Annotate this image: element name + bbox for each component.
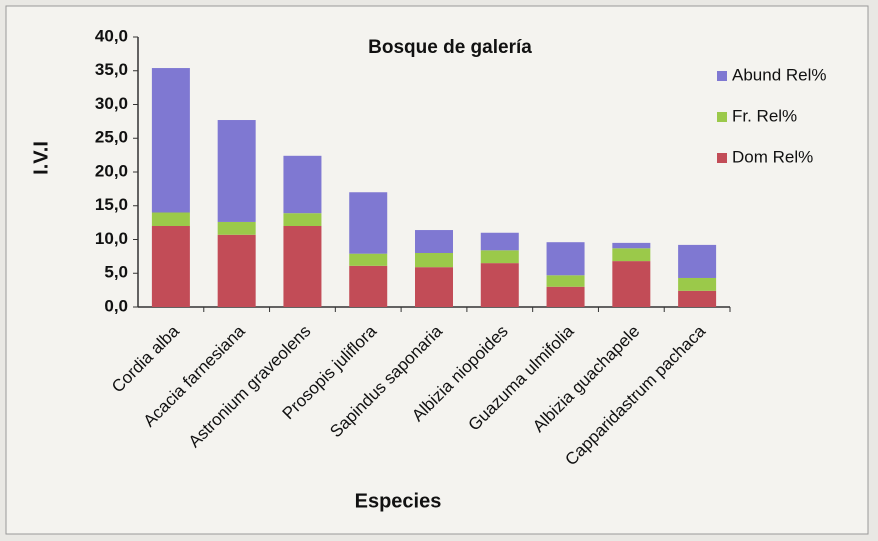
bar-segment [415, 267, 453, 307]
bar-segment [152, 213, 190, 227]
bar-segment [152, 68, 190, 212]
bar-segment [547, 287, 585, 307]
y-tick-label: 20,0 [95, 161, 128, 180]
y-tick-label: 0,0 [104, 296, 128, 315]
legend-label: Abund Rel% [732, 65, 827, 84]
chart: Bosque de galería Especies I.V.I 0,0 5,0 1… [0, 0, 878, 541]
y-tick-label: 40,0 [95, 26, 128, 45]
y-tick-label: 25,0 [95, 128, 128, 147]
bar-segment [349, 266, 387, 307]
bar-segment [349, 254, 387, 266]
legend-swatch [717, 153, 727, 163]
bar-segment [349, 192, 387, 253]
bar-segment [481, 263, 519, 307]
y-tick-label: 10,0 [95, 229, 128, 248]
chart-title: Bosque de galería [368, 37, 532, 58]
y-tick-label: 35,0 [95, 60, 128, 79]
bar-segment [612, 261, 650, 307]
bar-segment [152, 226, 190, 307]
bar-segment [481, 250, 519, 263]
bar-segment [678, 245, 716, 278]
bar-segment [547, 242, 585, 275]
bar-segment [218, 235, 256, 307]
legend-swatch [717, 71, 727, 81]
bar-segment [415, 230, 453, 253]
y-tick-label: 5,0 [104, 263, 128, 282]
legend-swatch [717, 112, 727, 122]
bar-segment [612, 248, 650, 261]
bar-segment [283, 226, 321, 307]
bar-segment [283, 213, 321, 226]
bar-segment [678, 278, 716, 291]
bar-segment [415, 253, 453, 267]
legend-label: Dom Rel% [732, 147, 813, 166]
y-tick-label: 15,0 [95, 195, 128, 214]
bar-segment [218, 120, 256, 222]
legend-label: Fr. Rel% [732, 106, 797, 125]
bar-segment [218, 222, 256, 235]
bar-segment [481, 233, 519, 251]
y-tick-label: 30,0 [95, 94, 128, 113]
y-axis-title: I.V.I [30, 141, 52, 175]
bar-segment [678, 291, 716, 307]
x-axis-title: Especies [355, 490, 442, 512]
bar-segment [283, 156, 321, 213]
bar-segment [612, 243, 650, 248]
bar-segment [547, 275, 585, 286]
